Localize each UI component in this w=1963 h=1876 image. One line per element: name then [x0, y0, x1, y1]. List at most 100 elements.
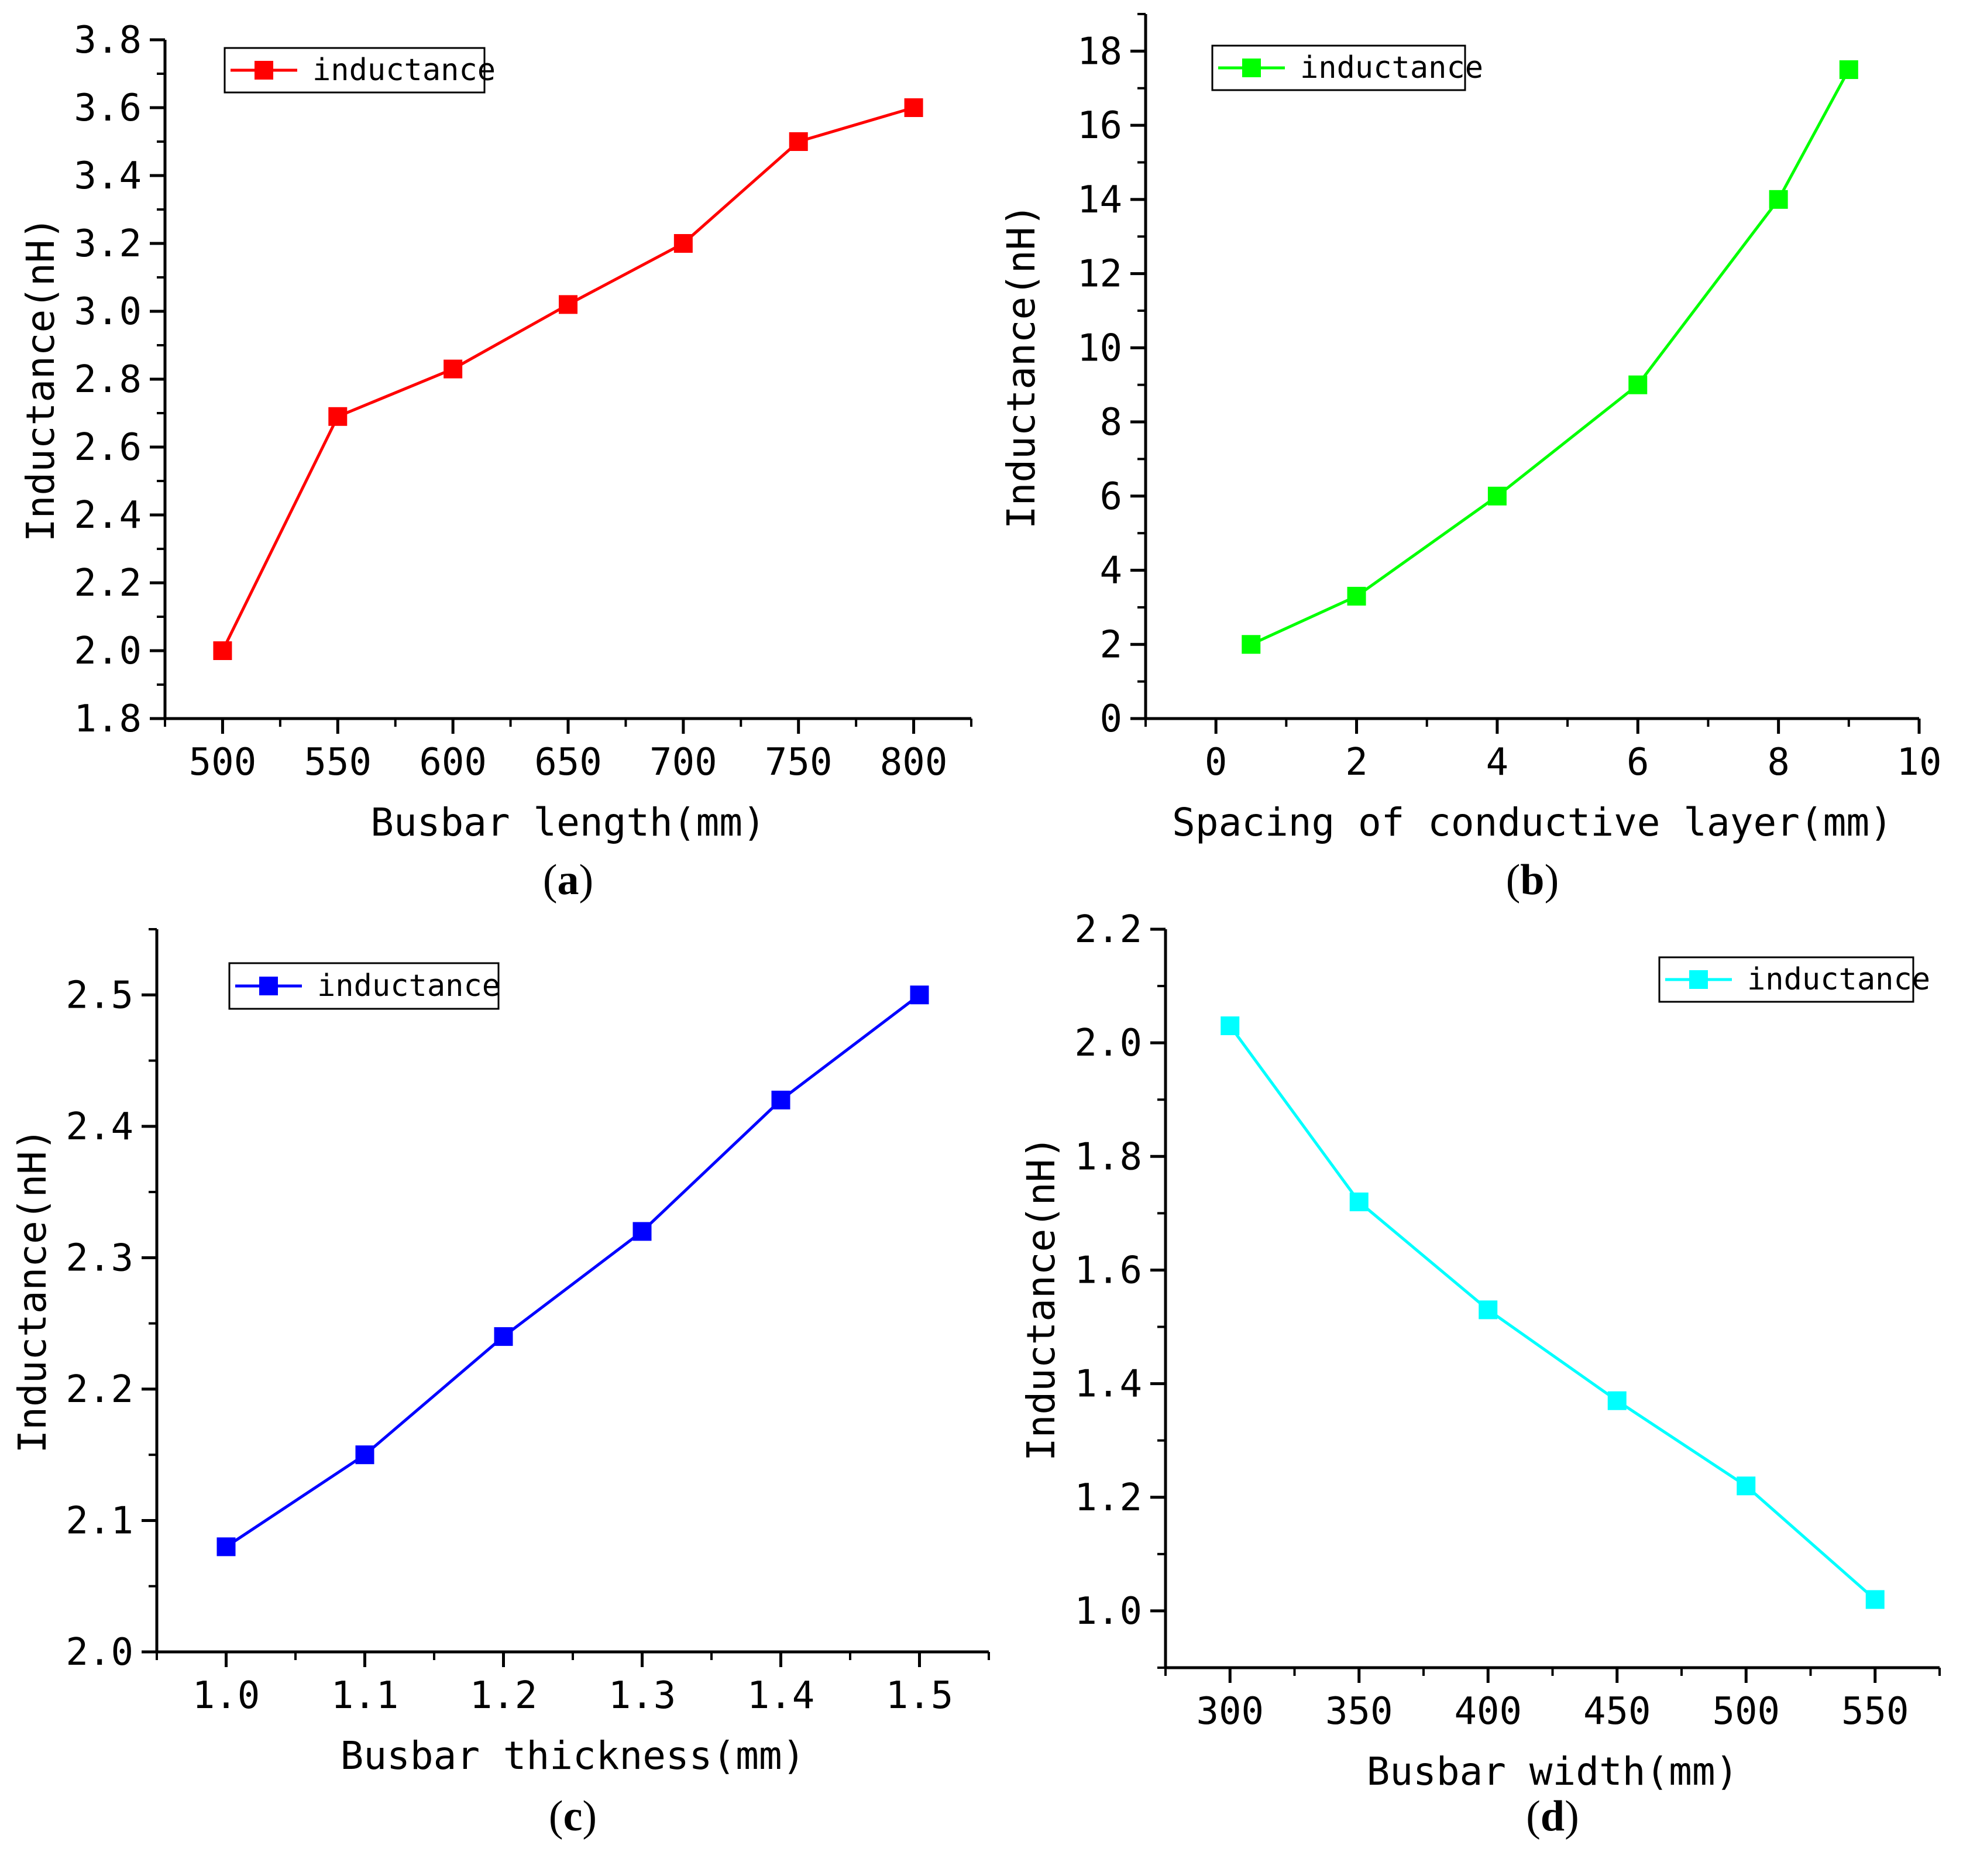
y-tick-label: 1.2: [1074, 1476, 1142, 1520]
y-tick-label: 2.4: [74, 494, 142, 537]
y-tick-label: 10: [1077, 327, 1122, 370]
panel-letter: a: [558, 856, 579, 904]
x-tick-label: 500: [1712, 1690, 1780, 1733]
x-tick-label: 800: [880, 741, 948, 784]
x-tick-label: 550: [304, 741, 372, 784]
data-point: [904, 98, 923, 117]
y-tick-label: 2.3: [66, 1236, 133, 1280]
data-point: [216, 1537, 236, 1557]
x-tick-label: 1.4: [747, 1674, 815, 1717]
x-tick-label: 2: [1345, 741, 1368, 784]
data-point: [1769, 190, 1788, 209]
data-point: [444, 359, 463, 379]
legend-marker: [259, 977, 278, 995]
data-point: [1221, 1016, 1240, 1036]
data-point: [1479, 1300, 1498, 1320]
legend-marker: [255, 61, 273, 80]
data-point: [1347, 586, 1366, 606]
data-point: [789, 132, 808, 151]
y-tick-label: 18: [1077, 30, 1122, 73]
legend: inductance: [228, 962, 500, 1010]
legend: inductance: [1211, 44, 1483, 91]
legend-label: inductance: [317, 968, 500, 1004]
y-tick-label: 3.8: [74, 19, 142, 62]
panel-letter: d: [1541, 1792, 1565, 1840]
y-tick-label: 6: [1099, 475, 1122, 518]
y-tick-label: 2.2: [74, 562, 142, 605]
x-tick-label: 1.0: [192, 1674, 260, 1717]
x-tick-label: 700: [649, 741, 717, 784]
x-axis-label: Busbar thickness(mm): [341, 1733, 806, 1778]
data-point: [1737, 1476, 1756, 1496]
data-point: [632, 1222, 652, 1241]
series-line: [1229, 1025, 1876, 1601]
series-line: [1250, 68, 1851, 646]
panel-caption: (a): [543, 856, 593, 904]
x-tick-label: 6: [1627, 741, 1649, 784]
data-point: [559, 295, 577, 314]
y-tick-label: 1.0: [1074, 1590, 1142, 1633]
y-tick-label: 12: [1077, 253, 1122, 296]
y-tick-label: 2.8: [74, 358, 142, 401]
chart-panel-c: 1.0 1.1 1.2 1.3 1.4 1.5 2.0 2.1 2.2 2.3 2.4 2.5 Busb…: [10, 928, 990, 1840]
x-tick-label: 500: [189, 741, 257, 784]
y-tick-label: 2: [1099, 623, 1122, 666]
x-tick-label: 650: [534, 741, 602, 784]
data-point: [1839, 60, 1858, 80]
y-tick-label: 1.8: [74, 698, 142, 741]
x-tick-label: 350: [1325, 1690, 1393, 1733]
y-tick-label: 3.0: [74, 290, 142, 334]
x-tick-label: 450: [1583, 1690, 1651, 1733]
y-tick-label: 2.0: [1074, 1022, 1142, 1065]
x-axis-label: Busbar length(mm): [370, 800, 766, 845]
x-tick-label: 1.5: [886, 1674, 954, 1717]
x-tick-label: 8: [1767, 741, 1790, 784]
legend-label: inductance: [1300, 50, 1483, 85]
y-tick-label: 2.2: [66, 1368, 133, 1411]
x-tick-label: 300: [1196, 1690, 1264, 1733]
x-tick-label: 0: [1205, 741, 1228, 784]
x-tick-label: 550: [1841, 1690, 1909, 1733]
data-point: [494, 1327, 513, 1346]
data-point: [1349, 1192, 1369, 1211]
y-axis-label: Inductance(nH): [999, 204, 1044, 529]
y-tick-label: 3.2: [74, 222, 142, 266]
y-tick-label: 16: [1077, 104, 1122, 147]
legend: inductance: [224, 47, 496, 94]
legend-marker: [1242, 59, 1261, 77]
data-point: [1607, 1391, 1627, 1410]
y-tick-label: 1.8: [1074, 1135, 1142, 1178]
chart-panel-b: 0 2 4 6 8 10 0 2 4 6 8 10 12 14 16 18 Spacing of conduct…: [999, 13, 1942, 904]
y-tick-label: 3.4: [74, 154, 142, 198]
data-point: [910, 985, 929, 1005]
legend: inductance: [1658, 956, 1930, 1003]
data-point: [1628, 375, 1648, 394]
y-tick-label: 1.6: [1074, 1249, 1142, 1292]
y-tick-label: 2.1: [66, 1499, 133, 1542]
y-tick-label: 2.0: [66, 1631, 133, 1674]
y-tick-label: 2.5: [66, 974, 133, 1017]
x-tick-label: 1.3: [609, 1674, 676, 1717]
x-tick-label: 10: [1896, 741, 1941, 784]
panel-letter: c: [563, 1792, 583, 1840]
y-tick-label: 14: [1077, 178, 1122, 222]
panel-caption: (c): [549, 1792, 597, 1840]
legend-label: inductance: [1747, 962, 1930, 997]
legend-marker: [1689, 970, 1708, 989]
chart-panel-d: 300 350 400 450 500 550 1.0 1.2 1.4 1.6 1.8 2.0 2.2 B…: [1019, 908, 1941, 1840]
data-point: [355, 1445, 374, 1465]
data-point: [328, 407, 348, 426]
series-line: [221, 106, 915, 652]
x-tick-label: 750: [765, 741, 833, 784]
y-tick-label: 2.2: [1074, 908, 1142, 951]
chart-panel-a: 500 550 600 650 700 750 800 1.8 2.0 2.2 2.4 2.6 2.8 3…: [18, 19, 972, 904]
x-axis-label: Spacing of conductive layer(mm): [1172, 800, 1893, 845]
x-tick-label: 1.1: [331, 1674, 399, 1717]
y-tick-label: 2.4: [66, 1105, 133, 1149]
y-tick-label: 0: [1099, 698, 1122, 741]
data-point: [213, 641, 232, 660]
legend-label: inductance: [312, 53, 496, 88]
x-axis-label: Busbar width(mm): [1367, 1749, 1739, 1794]
y-tick-label: 2.0: [74, 630, 142, 673]
